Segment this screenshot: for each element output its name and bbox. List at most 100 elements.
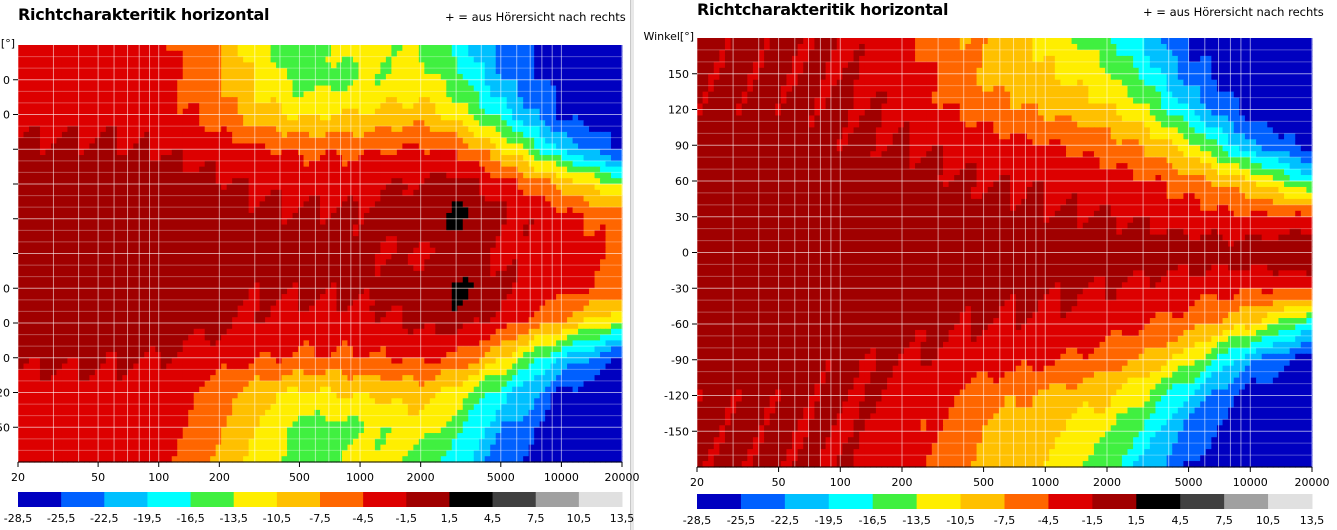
heatmap-cell	[204, 91, 211, 98]
heatmap-cell	[292, 108, 299, 116]
heatmap-cell	[556, 276, 563, 284]
heatmap-cell	[182, 241, 189, 249]
heatmap-cell	[204, 155, 211, 162]
heatmap-cell	[221, 299, 228, 307]
heatmap-cell	[254, 201, 261, 208]
heatmap-cell	[320, 73, 327, 81]
heatmap-cell	[160, 68, 167, 75]
heatmap-cell	[594, 56, 601, 63]
heatmap-cell	[243, 236, 250, 243]
heatmap-cell	[100, 241, 107, 249]
heatmap-cell	[534, 137, 541, 145]
heatmap-cell	[303, 178, 310, 185]
heatmap-cell	[479, 172, 486, 179]
heatmap-cell	[61, 56, 69, 63]
heatmap-cell	[523, 143, 530, 150]
heatmap-cell	[605, 178, 612, 185]
heatmap-cell	[320, 56, 327, 63]
heatmap-cell	[418, 276, 425, 284]
heatmap-cell	[100, 114, 107, 121]
heatmap-cell	[116, 149, 123, 156]
heatmap-cell	[298, 224, 305, 231]
heatmap-cell	[462, 288, 469, 295]
heatmap-cell	[330, 253, 338, 260]
heatmap-cell	[429, 102, 436, 110]
heatmap-cell	[336, 189, 343, 197]
heatmap-cell	[127, 178, 134, 185]
heatmap-cell	[116, 218, 123, 226]
heatmap-cell	[292, 270, 299, 278]
panel-divider[interactable]	[630, 0, 634, 530]
heatmap-cell	[105, 114, 112, 121]
heatmap-cell	[556, 143, 563, 150]
heatmap-cell	[265, 294, 272, 301]
heatmap-cell	[545, 56, 552, 63]
heatmap-cell	[259, 45, 266, 52]
heatmap-cell	[314, 247, 321, 255]
heatmap-cell	[479, 207, 486, 214]
heatmap-cell	[391, 102, 398, 110]
heatmap-cell	[199, 184, 206, 191]
heatmap-cell	[122, 62, 129, 69]
heatmap-cell	[89, 299, 96, 307]
heatmap-cell	[298, 97, 305, 104]
heatmap-cell	[50, 305, 58, 313]
heatmap-cell	[473, 160, 480, 168]
heatmap-cell	[440, 85, 447, 92]
heatmap-cell	[429, 189, 436, 197]
heatmap-cell	[385, 73, 392, 81]
heatmap-cell	[462, 276, 469, 284]
heatmap-cell	[67, 207, 74, 214]
heatmap-cell	[188, 230, 195, 237]
heatmap-cell	[287, 294, 294, 301]
heatmap-cell	[539, 207, 546, 214]
heatmap-cell	[193, 253, 200, 260]
heatmap-cell	[600, 108, 607, 116]
heatmap-cell	[600, 126, 607, 133]
heatmap-cell	[490, 149, 497, 156]
heatmap-cell	[270, 288, 277, 295]
heatmap-cell	[237, 224, 244, 231]
heatmap-cell	[226, 155, 233, 162]
heatmap-cell	[484, 218, 491, 226]
heatmap-cell	[490, 102, 497, 110]
heatmap-cell	[534, 224, 541, 231]
heatmap-cell	[336, 155, 343, 162]
heatmap-cell	[446, 166, 453, 174]
heatmap-cell	[600, 224, 607, 231]
heatmap-cell	[226, 207, 233, 214]
heatmap-cell	[413, 224, 420, 231]
heatmap-cell	[457, 172, 464, 179]
heatmap-cell	[616, 85, 623, 92]
heatmap-cell	[144, 155, 151, 162]
heatmap-cell	[501, 149, 508, 156]
heatmap-cell	[341, 172, 349, 179]
heatmap-cell	[611, 241, 618, 249]
heatmap-cell	[138, 236, 145, 243]
heatmap-cell	[550, 288, 557, 295]
heatmap-cell	[484, 143, 491, 150]
heatmap-cell	[473, 56, 480, 63]
heatmap-cell	[314, 143, 321, 150]
heatmap-cell	[314, 114, 321, 121]
heatmap-cell	[495, 97, 502, 104]
heatmap-cell	[501, 56, 508, 63]
heatmap-cell	[594, 172, 601, 179]
heatmap-cell	[457, 230, 464, 237]
heatmap-cell	[56, 102, 63, 110]
heatmap-cell	[166, 172, 173, 179]
heatmap-cell	[232, 45, 239, 52]
heatmap-cell	[298, 218, 305, 226]
heatmap-cell	[528, 131, 535, 139]
heatmap-cell	[215, 247, 222, 255]
heatmap-cell	[572, 236, 579, 243]
heatmap-cell	[501, 114, 508, 121]
heatmap-cell	[221, 85, 228, 92]
heatmap-cell	[72, 305, 79, 313]
heatmap-cell	[479, 218, 486, 226]
heatmap-cell	[600, 207, 607, 214]
heatmap-cell	[259, 68, 266, 75]
heatmap-cell	[50, 126, 58, 133]
heatmap-cell	[512, 178, 519, 185]
heatmap-cell	[276, 299, 283, 307]
